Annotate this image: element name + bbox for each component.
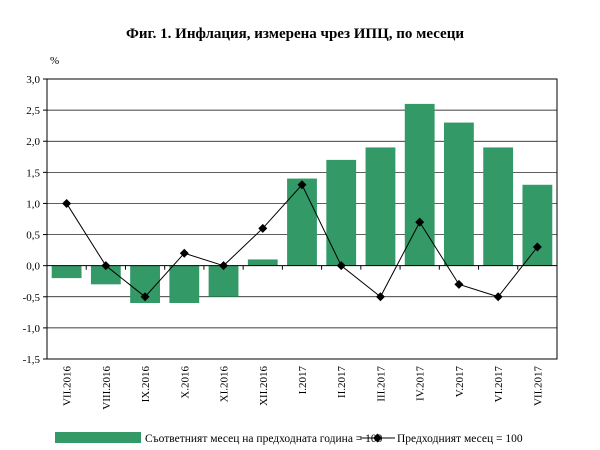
bar — [169, 265, 200, 303]
bar — [247, 259, 278, 266]
line-point — [415, 217, 425, 227]
y-tick-label: -1,0 — [23, 323, 41, 335]
bar — [287, 178, 317, 266]
line-point — [532, 242, 542, 252]
bar-series — [51, 103, 553, 303]
bar — [208, 265, 239, 297]
line-point — [219, 261, 229, 271]
line-point — [336, 261, 346, 271]
legend: Съответният месец на предходната година … — [55, 432, 523, 445]
line-point — [493, 292, 503, 302]
x-tick-label: III.2017 — [375, 366, 387, 402]
x-tick-label: V.2017 — [454, 366, 466, 398]
line-point — [62, 198, 72, 208]
axes — [43, 78, 558, 360]
x-tick-label: VI.2017 — [493, 366, 505, 403]
x-tick-label: IV.2017 — [415, 366, 427, 401]
line-point — [297, 180, 307, 190]
y-tick-label: 1,0 — [26, 198, 40, 210]
bar — [326, 159, 357, 266]
y-tick-label: 2,5 — [26, 105, 40, 117]
y-axis-unit-label: % — [50, 55, 59, 67]
line-point — [101, 261, 111, 271]
bar — [444, 122, 474, 266]
x-tick-label: VII.2016 — [62, 366, 74, 407]
legend-swatch-bar — [55, 432, 141, 443]
y-tick-label: 3,0 — [26, 74, 40, 86]
legend-marker-line — [373, 433, 382, 443]
line-series — [62, 180, 542, 302]
y-tick-label: -1,5 — [23, 354, 41, 366]
line-point — [140, 292, 150, 302]
bar — [365, 147, 396, 266]
x-tick-label: II.2017 — [336, 366, 348, 399]
bar — [51, 265, 82, 279]
y-tick-labels: -1,5 -1,0 -0,5 0,0 0,5 1,0 1,5 2,0 2,5 3,0 — [23, 74, 41, 366]
line-point — [179, 248, 189, 258]
line-point — [375, 292, 385, 302]
bar — [522, 184, 553, 266]
y-tick-label: 1,5 — [26, 167, 40, 179]
y-tick-label: 0,5 — [26, 230, 40, 242]
x-tick-label: IX.2016 — [140, 366, 152, 403]
x-tick-label: VII.2017 — [532, 366, 544, 407]
x-tick-label: VIII.2016 — [101, 366, 113, 410]
line-point — [454, 279, 464, 289]
chart-title: Фиг. 1. Инфлация, измерена чрез ИПЦ, по … — [126, 26, 464, 42]
x-tick-labels: VII.2016 VIII.2016 IX.2016 X.2016 XI.2016 XII… — [62, 366, 545, 410]
legend-label-line: Предходният месец = 100 — [397, 433, 523, 445]
legend-label-bar: Съответният месец на предходната година … — [145, 433, 383, 445]
y-tick-label: -0,5 — [23, 292, 41, 304]
y-tick-label: 2,0 — [26, 136, 40, 148]
y-tick-label: 0,0 — [26, 261, 40, 273]
x-tick-label: XI.2016 — [219, 366, 231, 403]
x-tick-label: XII.2016 — [258, 366, 270, 407]
bar — [483, 147, 514, 266]
line-point — [258, 223, 268, 233]
x-tick-label: I.2017 — [297, 366, 309, 395]
bar — [90, 265, 121, 285]
x-tick-label: X.2016 — [179, 366, 191, 399]
